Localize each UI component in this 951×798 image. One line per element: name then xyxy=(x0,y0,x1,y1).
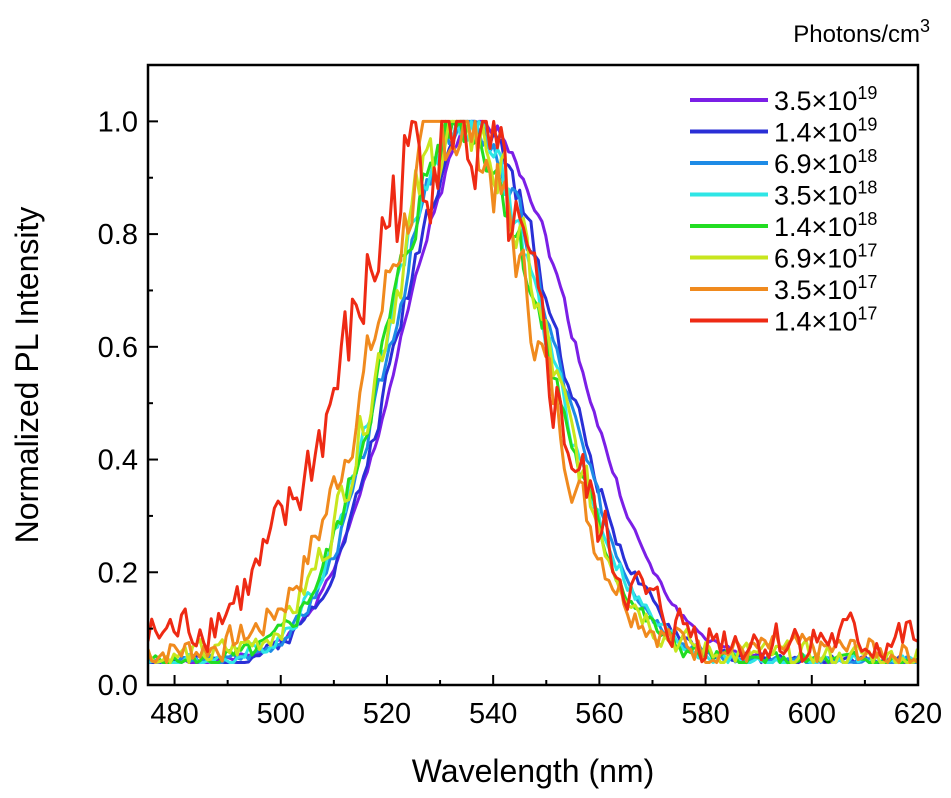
series-line xyxy=(148,119,918,664)
legend-unit-exp: 3 xyxy=(920,16,930,36)
x-tick-label: 520 xyxy=(363,698,411,730)
legend-label: 6.9×1018 xyxy=(774,146,877,179)
legend-unit-label: Photons/cm3 xyxy=(793,16,930,48)
legend-label: 1.4×1017 xyxy=(774,304,877,337)
legend-label-exp: 18 xyxy=(857,146,877,166)
legend-label-base: 1.4×10 xyxy=(774,307,857,337)
legend-label-base: 1.4×10 xyxy=(774,212,857,242)
y-tick-label: 1.0 xyxy=(98,106,138,138)
y-tick-label: 0.4 xyxy=(98,445,138,477)
legend-label: 3.5×1018 xyxy=(774,178,877,211)
plot-frame xyxy=(146,63,920,687)
legend-label: 1.4×1018 xyxy=(774,209,877,242)
series-line xyxy=(148,119,918,664)
y-tick-label: 0.2 xyxy=(98,557,138,589)
y-tick-label: 0.0 xyxy=(98,670,138,702)
x-tick-label: 560 xyxy=(575,698,623,730)
legend-label-base: 3.5×10 xyxy=(774,275,857,305)
x-tick-label: 500 xyxy=(257,698,305,730)
legend-unit-base: Photons/cm xyxy=(793,21,920,48)
x-tick-label: 620 xyxy=(894,698,942,730)
legend-label-base: 6.9×10 xyxy=(774,149,857,179)
legend-label-exp: 17 xyxy=(857,272,877,292)
legend-label-exp: 17 xyxy=(857,241,877,261)
legend-label: 1.4×1019 xyxy=(774,115,877,148)
legend-label: 6.9×1017 xyxy=(774,241,877,274)
legend: 3.5×10191.4×10196.9×10183.5×10181.4×1018… xyxy=(690,83,877,337)
legend-label-base: 6.9×10 xyxy=(774,244,857,274)
ticks-layer: 480 500 520 540 560 580 600 620 0.0 0.2 0.4 0.6 0.8 1… xyxy=(98,64,942,730)
x-axis-title: Wavelength (nm) xyxy=(412,753,654,789)
y-tick-label: 0.6 xyxy=(98,332,138,364)
legend-label-base: 3.5×10 xyxy=(774,181,857,211)
series-layer xyxy=(148,119,918,664)
legend-label-exp: 18 xyxy=(857,178,877,198)
y-tick-label: 0.8 xyxy=(98,219,138,251)
x-tick-label: 480 xyxy=(150,698,198,730)
legend-label: 3.5×1017 xyxy=(774,272,877,305)
x-tick-label: 580 xyxy=(681,698,729,730)
legend-label-base: 3.5×10 xyxy=(774,86,857,116)
legend-label-base: 1.4×10 xyxy=(774,118,857,148)
y-axis-title: Normalized PL Intensity xyxy=(9,207,45,544)
legend-label-exp: 18 xyxy=(857,209,877,229)
legend-label: 3.5×1019 xyxy=(774,83,877,116)
legend-label-exp: 19 xyxy=(857,83,877,103)
x-tick-label: 600 xyxy=(788,698,836,730)
x-tick-label: 540 xyxy=(469,698,517,730)
legend-label-exp: 17 xyxy=(857,304,877,324)
legend-label-exp: 19 xyxy=(857,115,877,135)
